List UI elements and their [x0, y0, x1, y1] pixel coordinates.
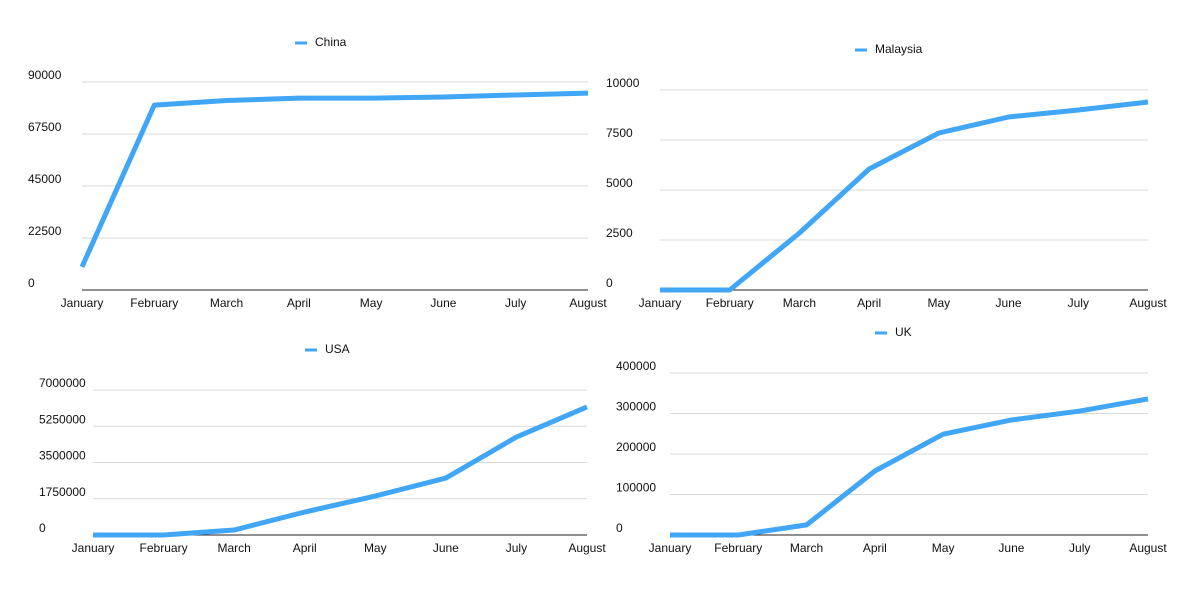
y-tick-label: 0	[616, 521, 623, 535]
data-line	[93, 404, 588, 538]
x-tick-label: January	[639, 296, 682, 310]
x-tick-label: June	[430, 296, 456, 310]
x-tick-label: July	[1069, 541, 1090, 555]
x-tick-label: May	[360, 296, 383, 310]
y-tick-label: 200000	[616, 440, 656, 454]
x-tick-label: June	[433, 541, 459, 555]
x-tick-label: April	[293, 541, 317, 555]
y-tick-label: 22500	[28, 224, 62, 238]
x-tick-label: February	[140, 541, 188, 555]
x-tick-label: April	[857, 296, 881, 310]
legend-label: China	[315, 35, 347, 49]
y-tick-label: 2500	[606, 226, 633, 240]
y-tick-label: 100000	[616, 481, 656, 495]
x-tick-label: January	[61, 296, 104, 310]
data-line	[79, 90, 589, 268]
legend-label: UK	[895, 325, 912, 339]
legend-label: Malaysia	[875, 42, 923, 56]
x-tick-label: January	[72, 541, 115, 555]
x-tick-label: May	[364, 541, 387, 555]
y-tick-label: 0	[606, 276, 613, 290]
y-tick-label: 10000	[606, 76, 640, 90]
x-tick-label: February	[130, 296, 178, 310]
x-tick-label: August	[568, 541, 606, 555]
y-tick-label: 45000	[28, 172, 62, 186]
x-tick-label: August	[569, 296, 607, 310]
y-tick-label: 67500	[28, 120, 62, 134]
y-tick-label: 5250000	[39, 412, 86, 426]
x-tick-label: April	[863, 541, 887, 555]
y-tick-label: 5000	[606, 176, 633, 190]
x-tick-label: July	[505, 296, 526, 310]
x-tick-label: August	[1129, 296, 1167, 310]
x-tick-label: March	[217, 541, 250, 555]
x-tick-label: June	[996, 296, 1022, 310]
x-tick-label: April	[287, 296, 311, 310]
y-tick-label: 300000	[616, 400, 656, 414]
x-tick-label: January	[649, 541, 692, 555]
y-tick-label: 1750000	[39, 485, 86, 499]
x-tick-label: February	[706, 296, 754, 310]
y-tick-label: 0	[28, 276, 35, 290]
legend-label: USA	[325, 342, 350, 356]
y-tick-label: 90000	[28, 68, 62, 82]
y-tick-label: 400000	[616, 359, 656, 373]
data-line	[660, 99, 1149, 293]
y-tick-label: 7500	[606, 126, 633, 140]
y-tick-label: 7000000	[39, 376, 86, 390]
x-tick-label: March	[790, 541, 823, 555]
x-tick-label: July	[1068, 296, 1089, 310]
x-tick-label: March	[783, 296, 816, 310]
x-tick-label: March	[210, 296, 243, 310]
x-tick-label: June	[998, 541, 1024, 555]
x-tick-label: February	[714, 541, 762, 555]
x-tick-label: August	[1129, 541, 1167, 555]
x-tick-label: July	[506, 541, 527, 555]
x-tick-label: May	[932, 541, 955, 555]
x-tick-label: May	[928, 296, 951, 310]
y-tick-label: 0	[39, 521, 46, 535]
y-tick-label: 3500000	[39, 449, 86, 463]
data-line	[670, 396, 1149, 538]
